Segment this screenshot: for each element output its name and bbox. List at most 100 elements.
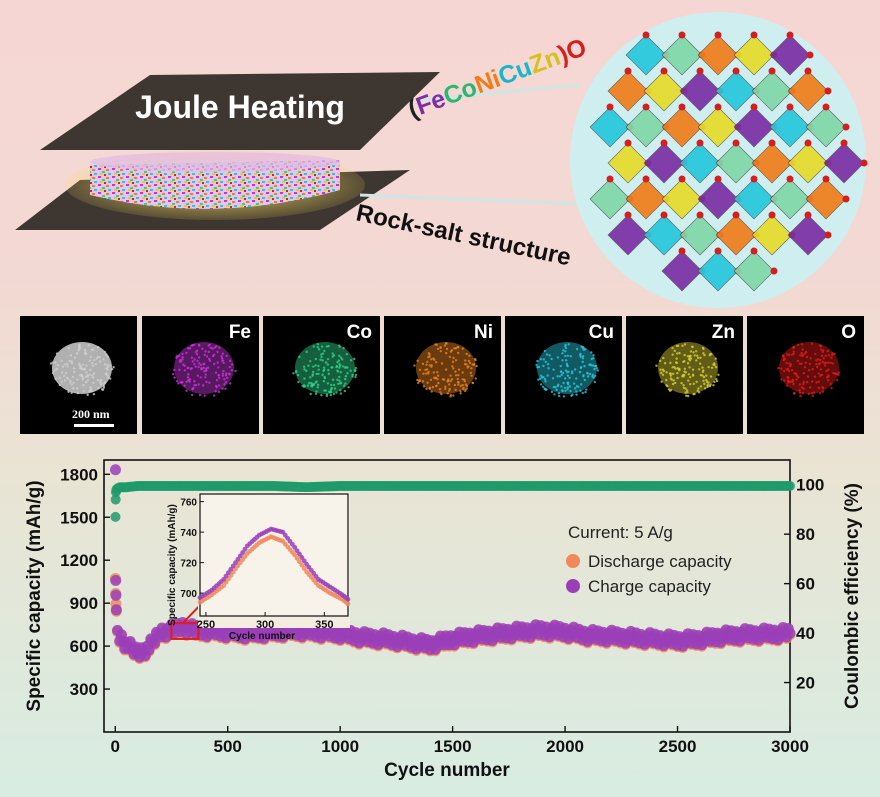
y2-tick-label: 80 xyxy=(796,525,815,544)
signal-dot xyxy=(51,371,55,375)
signal-dot xyxy=(106,363,109,367)
oxygen-atom xyxy=(714,103,722,111)
signal-dot xyxy=(832,371,835,375)
signal-dot xyxy=(317,364,320,368)
signal-dot xyxy=(92,392,96,396)
signal-dot xyxy=(579,366,583,370)
signal-dot xyxy=(584,390,587,394)
x-tick-label: 500 xyxy=(214,737,242,756)
signal-dot xyxy=(321,373,324,376)
signal-dot xyxy=(208,359,212,362)
signal-dot xyxy=(550,357,553,361)
signal-dot xyxy=(312,345,316,348)
signal-dot xyxy=(321,359,324,362)
signal-dot xyxy=(694,350,698,353)
signal-dot xyxy=(680,381,683,385)
signal-dot xyxy=(833,352,836,356)
signal-dot xyxy=(676,371,679,375)
inset-data-point xyxy=(301,566,307,571)
signal-dot xyxy=(88,359,92,362)
oxygen-atom xyxy=(804,211,812,219)
signal-dot xyxy=(103,363,107,366)
signal-dot xyxy=(580,345,583,348)
signal-dot xyxy=(662,356,665,360)
signal-dot xyxy=(99,380,102,383)
signal-dot xyxy=(715,379,719,383)
oxygen-atom xyxy=(786,103,794,111)
data-point xyxy=(785,480,795,491)
signal-dot xyxy=(792,382,795,386)
signal-dot xyxy=(556,384,559,388)
signal-dot xyxy=(339,356,343,359)
signal-dot xyxy=(213,346,217,349)
series-2 xyxy=(110,480,795,522)
octahedron xyxy=(661,106,703,148)
signal-dot xyxy=(216,350,219,354)
signal-dot xyxy=(682,360,685,364)
element-label: O xyxy=(841,322,856,343)
signal-dot xyxy=(564,359,568,362)
signal-dot xyxy=(575,377,578,380)
signal-dot xyxy=(475,364,478,368)
signal-dot xyxy=(86,375,89,379)
signal-dot xyxy=(593,374,597,378)
signal-dot xyxy=(456,377,459,381)
inset-y-tick-label: 700 xyxy=(180,589,197,600)
signal-dot xyxy=(81,378,85,381)
signal-dot xyxy=(349,359,353,362)
signal-dot xyxy=(560,389,564,392)
signal-dot xyxy=(560,385,563,388)
signal-dot xyxy=(346,372,349,375)
signal-dot xyxy=(669,377,673,380)
signal-dot xyxy=(323,389,326,392)
eds-map-ni: Ni xyxy=(384,316,501,434)
signal-dot xyxy=(332,383,336,387)
signal-dot xyxy=(197,383,200,386)
signal-dot xyxy=(425,387,428,391)
signal-dot xyxy=(818,391,822,395)
signal-dot xyxy=(819,359,822,362)
oxygen-atom xyxy=(696,211,704,219)
signal-dot xyxy=(107,376,110,380)
signal-dot xyxy=(468,354,471,357)
oxygen-atom xyxy=(678,175,686,183)
oxygen-atom xyxy=(642,31,650,39)
signal-dot xyxy=(186,376,190,379)
signal-dot xyxy=(815,381,818,384)
signal-dot xyxy=(54,361,57,364)
oxygen-atom xyxy=(842,195,850,203)
signal-dot xyxy=(309,359,312,363)
signal-dot xyxy=(831,352,834,355)
signal-dot xyxy=(185,351,188,355)
signal-dot xyxy=(332,354,336,357)
signal-dot xyxy=(456,351,460,355)
signal-dot xyxy=(564,346,568,350)
signal-dot xyxy=(67,347,71,350)
signal-dot xyxy=(827,361,830,364)
octahedron xyxy=(679,142,721,184)
octahedron xyxy=(661,178,703,220)
signal-dot xyxy=(204,369,208,372)
signal-dot xyxy=(316,342,320,346)
signal-dot xyxy=(229,382,232,385)
oxygen-atom xyxy=(804,139,812,147)
y-tick-label: 1800 xyxy=(60,465,98,484)
signal-dot xyxy=(221,372,224,375)
signal-dot xyxy=(88,373,91,377)
signal-dot xyxy=(221,352,225,355)
data-point xyxy=(109,464,121,476)
signal-dot xyxy=(227,372,231,376)
signal-dot xyxy=(349,369,352,372)
signal-dot xyxy=(675,357,678,360)
signal-dot xyxy=(547,367,550,370)
octahedron xyxy=(733,106,775,148)
signal-dot xyxy=(75,352,79,355)
signal-dot xyxy=(196,359,199,363)
signal-dot xyxy=(687,373,691,376)
joule-heating-label: Joule Heating xyxy=(135,89,345,125)
signal-dot xyxy=(809,357,812,360)
signal-dot xyxy=(786,353,789,356)
signal-dot xyxy=(101,388,105,391)
signal-dot xyxy=(330,383,333,387)
signal-dot xyxy=(439,391,442,394)
